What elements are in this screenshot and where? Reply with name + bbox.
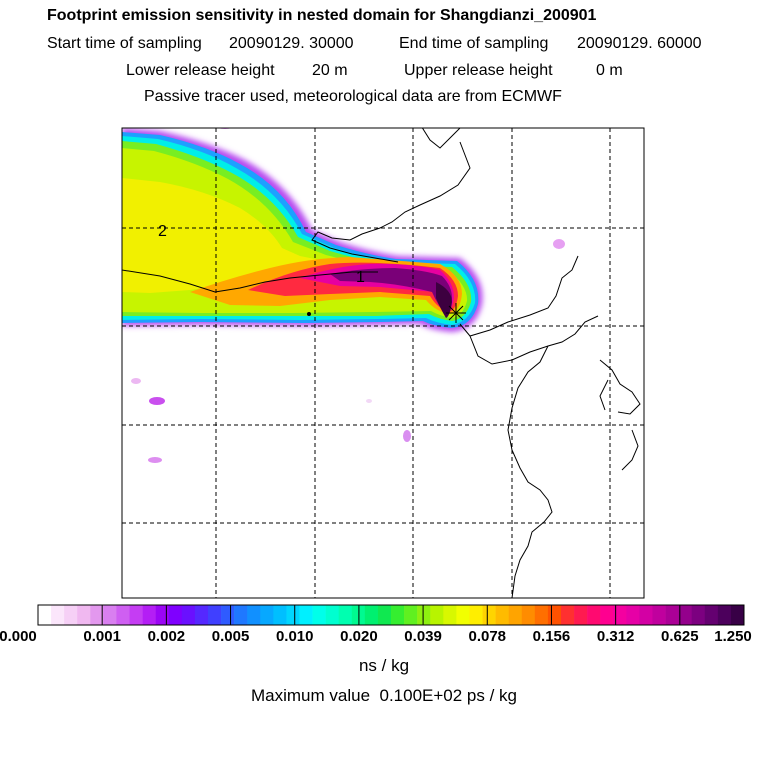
colorbar-segment	[312, 605, 326, 625]
colorbar-segment	[404, 605, 418, 625]
colorbar-segment	[587, 605, 601, 625]
plume-layer	[122, 128, 641, 598]
colorbar-segment	[207, 605, 222, 625]
colorbar-segment	[626, 605, 640, 625]
colorbar-segment	[613, 605, 627, 625]
spot-3	[149, 397, 165, 405]
colorbar-segment	[521, 605, 536, 625]
sampling-end-value: 20090129. 60000	[577, 35, 702, 52]
colorbar-segment	[38, 605, 52, 625]
plume-core-dark	[436, 282, 452, 318]
colorbar-segment	[665, 605, 679, 625]
colorbar-segment	[299, 605, 313, 625]
colorbar-segment	[495, 605, 509, 625]
colorbar-segment	[129, 605, 143, 625]
colorbar-segment	[560, 605, 575, 625]
colorbar-segment	[51, 605, 65, 625]
spot-6	[403, 430, 411, 442]
colorbar-tick-label: 0.039	[404, 628, 442, 645]
sampling-start-value: 20090129. 30000	[229, 35, 354, 52]
colorbar-segment	[194, 605, 209, 625]
colorbar-segment	[155, 605, 170, 625]
contour-label-1: 1	[356, 269, 365, 286]
spot-4	[131, 378, 141, 384]
colorbar-tick-label: 0.156	[532, 628, 571, 645]
colorbar-segment	[652, 605, 666, 625]
colorbar-tick-label: 0.078	[468, 628, 507, 645]
colorbar-segment	[64, 605, 78, 625]
colorbar-segment	[338, 605, 353, 625]
tracer-note: Passive tracer used, meteorological data…	[144, 88, 562, 105]
colorbar-segment	[391, 605, 405, 625]
colorbar-segment	[417, 605, 431, 625]
upper-release-label: Upper release height	[404, 62, 553, 79]
colorbar-segment	[247, 605, 261, 625]
colorbar-segment	[77, 605, 91, 625]
colorbar-segment	[181, 605, 196, 625]
colorbar-segment	[600, 605, 614, 625]
map-frame	[121, 127, 645, 599]
colorbar-segment	[574, 605, 588, 625]
colorbar-tick-label: 0.005	[211, 628, 250, 645]
station-dot	[307, 312, 311, 316]
colorbar-segment	[364, 605, 379, 625]
lower-release-label: Lower release height	[126, 62, 275, 79]
maximum-value-number: 0.100E+02 ps / kg	[379, 686, 518, 705]
colorbar-segment	[430, 605, 444, 625]
colorbar-segment	[443, 605, 457, 625]
colorbar-segment	[469, 605, 483, 625]
sampling-start-label: Start time of sampling	[47, 35, 202, 52]
colorbar-segment	[534, 605, 549, 625]
colorbar-segment	[273, 605, 287, 625]
colorbar-tick-label: 0.001	[83, 628, 121, 645]
colorbar-segment	[482, 605, 496, 625]
colorbar-tick-label: 1.250	[714, 628, 752, 645]
colorbar-unit: ns / kg	[358, 656, 410, 675]
sampling-end-label: End time of sampling	[399, 35, 549, 52]
colorbar-segment	[90, 605, 104, 625]
upper-release-value: 0 m	[596, 62, 623, 79]
colorbar-segment	[325, 605, 339, 625]
graticule	[122, 128, 644, 598]
colorbar-segment	[260, 605, 274, 625]
colorbar-segment	[717, 605, 732, 625]
maximum-value: Maximum value 0.100E+02 ps / kg	[0, 687, 768, 705]
contour-label-2: 2	[158, 223, 167, 240]
colorbar-segment	[508, 605, 523, 625]
plume-core	[330, 268, 452, 314]
coastline	[122, 128, 641, 598]
spot-7	[366, 399, 372, 403]
colorbar-segment	[456, 605, 470, 625]
receptor-marker	[446, 303, 466, 323]
colorbar-segment	[547, 605, 562, 625]
spot-5	[148, 457, 162, 463]
maximum-value-label: Maximum value	[250, 686, 371, 705]
colorbar-segment	[103, 605, 117, 625]
colorbar-segment	[704, 605, 719, 625]
colorbar-segment	[221, 605, 235, 625]
lower-release-value: 20 m	[312, 62, 348, 79]
colorbar-tick-label: 0.002	[147, 628, 186, 645]
colorbar-segment	[730, 605, 745, 625]
colorbar-tick-label: 0.625	[661, 628, 699, 645]
map-title: Footprint emission sensitivity in nested…	[47, 7, 597, 24]
colorbar-segment	[678, 605, 692, 625]
spot-2	[553, 239, 565, 249]
colorbar-tick-label: 0.020	[340, 628, 378, 645]
colorbar	[38, 605, 745, 625]
colorbar-segment	[639, 605, 653, 625]
plume-yellow	[122, 178, 330, 293]
colorbar-segment	[116, 605, 130, 625]
colorbar-tick-label: 0.312	[596, 628, 635, 645]
colorbar-segment	[142, 605, 156, 625]
colorbar-tick-label: 0.000	[0, 628, 37, 645]
colorbar-tick-label: 0.010	[275, 628, 314, 645]
colorbar-segment	[234, 605, 248, 625]
colorbar-segment	[168, 605, 183, 625]
colorbar-frame	[37, 604, 745, 626]
colorbar-segment	[691, 605, 706, 625]
colorbar-segment	[377, 605, 392, 625]
colorbar-segment	[286, 605, 300, 625]
